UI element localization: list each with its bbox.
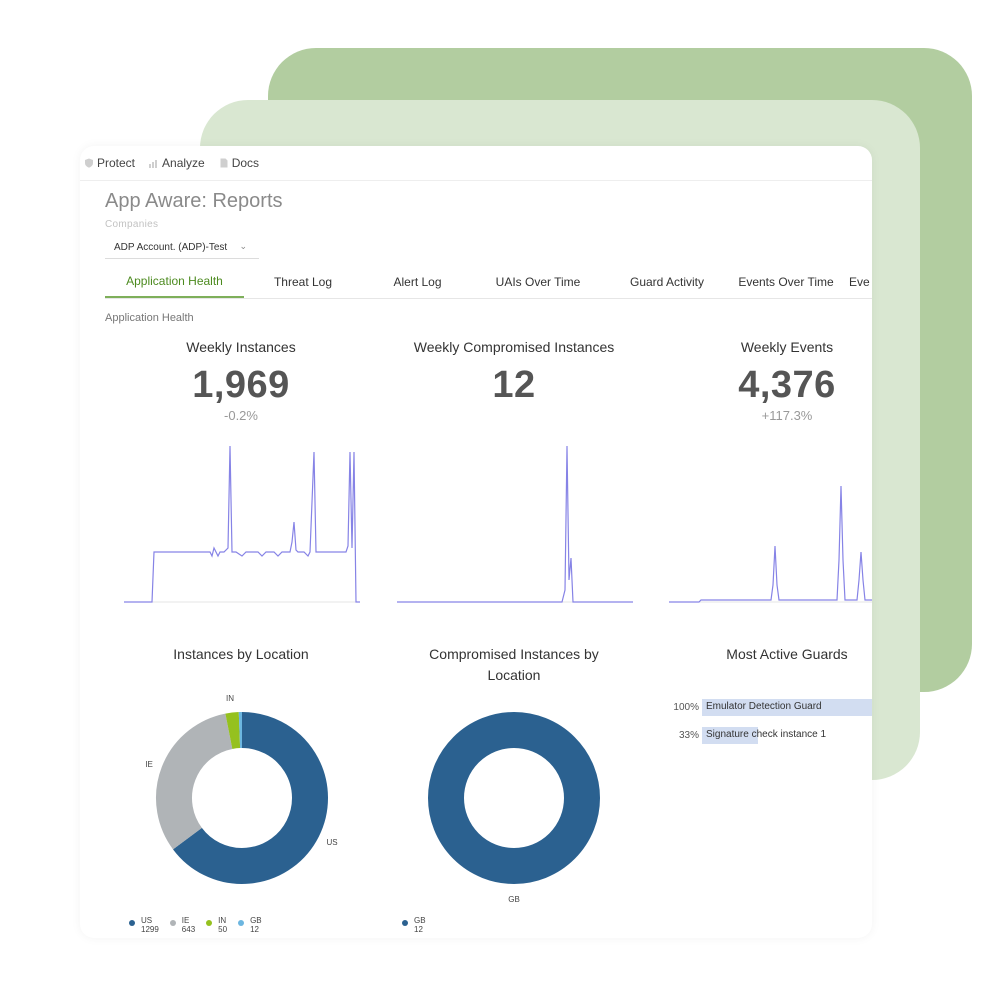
stat-change-weekly-events: +117.3% [761, 408, 813, 423]
document-icon [220, 158, 228, 168]
shield-icon [85, 158, 93, 168]
stat-value-weekly-events: 4,376 [738, 364, 836, 406]
donut-label-gb: GB [508, 895, 520, 904]
legend-name: IE [181, 916, 190, 925]
page-title: App Aware: Reports [105, 190, 283, 212]
legend-item-gb: GB 12 [402, 916, 426, 934]
chart-title-instances-by-location: Instances by Location [173, 646, 309, 662]
legend-compromised-by-location: GB 12 [402, 916, 437, 934]
guard-bar [702, 726, 759, 744]
legend-name: IN [218, 916, 227, 925]
nav-docs[interactable]: Docs [219, 156, 259, 170]
nav-protect[interactable]: Protect [84, 156, 135, 170]
donut-instances-by-location: US IE IN [145, 694, 338, 884]
legend-item-gb: GB 12 [238, 916, 262, 934]
legend-value: 1299 [141, 925, 159, 934]
legend-dot-in [206, 920, 213, 926]
chevron-down-icon: ⌄ [239, 241, 247, 251]
legend-value: 50 [218, 925, 228, 934]
donut-slice-ie[interactable] [156, 713, 234, 850]
legend-value: 12 [250, 925, 259, 934]
tab-threat-log[interactable]: Threat Log [273, 274, 333, 289]
guard-bar-track: Emulator Detection Guard [702, 698, 872, 716]
sparkline-weekly-events [669, 485, 872, 603]
legend-item-ie: IE 643 [169, 916, 196, 934]
stat-value-weekly-instances: 1,969 [192, 364, 290, 406]
donut-slice-us[interactable] [173, 712, 328, 884]
report-tabs: Application Health Threat Log Alert Log … [105, 266, 872, 299]
guard-row[interactable]: 100% Emulator Detection Guard [668, 698, 872, 716]
legend-dot-ie [169, 920, 176, 926]
section-label: Application Health [105, 312, 194, 324]
companies-label: Companies [105, 219, 159, 230]
legend-value: 12 [414, 925, 423, 934]
donut-label-ie: IE [145, 760, 153, 769]
company-selected-value: ADP Account. (ADP)-Test [114, 241, 228, 253]
sparkline-weekly-compromised [397, 445, 633, 603]
guard-label: Emulator Detection Guard [706, 700, 822, 712]
legend-instances-by-location: US 1299 IE 643 IN 50 GB 12 [129, 916, 273, 934]
legend-dot-gb [238, 920, 245, 926]
donut-label-us: US [326, 838, 337, 847]
sparkline-weekly-instances [124, 445, 360, 603]
donut-slice-in[interactable] [225, 712, 241, 750]
chart-icon [149, 160, 158, 168]
tab-guard-activity[interactable]: Guard Activity [629, 274, 705, 289]
company-dropdown[interactable]: ADP Account. (ADP)-Test ⌄ [105, 236, 259, 259]
stat-value-weekly-compromised: 12 [492, 364, 536, 406]
legend-name: US [141, 916, 153, 925]
guard-percent: 33% [678, 729, 699, 741]
legend-value: 643 [181, 925, 196, 934]
chart-title-most-active-guards: Most Active Guards [726, 646, 848, 662]
guard-row[interactable]: 33% Signature check instance 1 [668, 726, 872, 744]
legend-name: GB [250, 916, 262, 925]
stat-title-weekly-events: Weekly Events [740, 339, 834, 355]
tab-events-truncated[interactable]: Eve [849, 274, 870, 289]
donut-label-in: IN [226, 694, 234, 703]
guard-percent: 100% [673, 701, 699, 713]
guard-label: Signature check instance 1 [706, 728, 827, 740]
top-navigation: Protect Analyze Docs [80, 146, 872, 181]
nav-protect-label: Protect [97, 156, 136, 170]
tab-uais-over-time[interactable]: UAIs Over Time [495, 274, 581, 289]
donut-compromised-by-location: GB [428, 712, 600, 904]
legend-dot-us [129, 920, 135, 926]
donut-slice-gb[interactable] [428, 712, 600, 884]
legend-item-in: IN 50 [206, 916, 227, 934]
reports-window: Protect Analyze Docs App Aware: Reports … [80, 146, 872, 938]
stat-title-weekly-compromised: Weekly Compromised Instances [413, 339, 615, 355]
stat-title-weekly-instances: Weekly Instances [186, 339, 296, 355]
legend-item-us: US 1299 [129, 916, 159, 934]
chart-title-compromised-by-location: Compromised Instances by Location [429, 646, 599, 683]
nav-analyze[interactable]: Analyze [149, 156, 205, 170]
tab-alert-log[interactable]: Alert Log [393, 274, 442, 289]
tab-events-over-time[interactable]: Events Over Time [738, 274, 834, 289]
stat-change-weekly-instances: -0.2% [224, 408, 258, 423]
tab-application-health[interactable]: Application Health [105, 266, 244, 298]
guard-bar-track: Signature check instance 1 [702, 726, 872, 744]
legend-name: GB [414, 916, 426, 925]
guard-bar [702, 698, 872, 716]
nav-analyze-label: Analyze [162, 156, 205, 170]
legend-dot-gb [402, 920, 408, 926]
nav-docs-label: Docs [231, 156, 260, 170]
